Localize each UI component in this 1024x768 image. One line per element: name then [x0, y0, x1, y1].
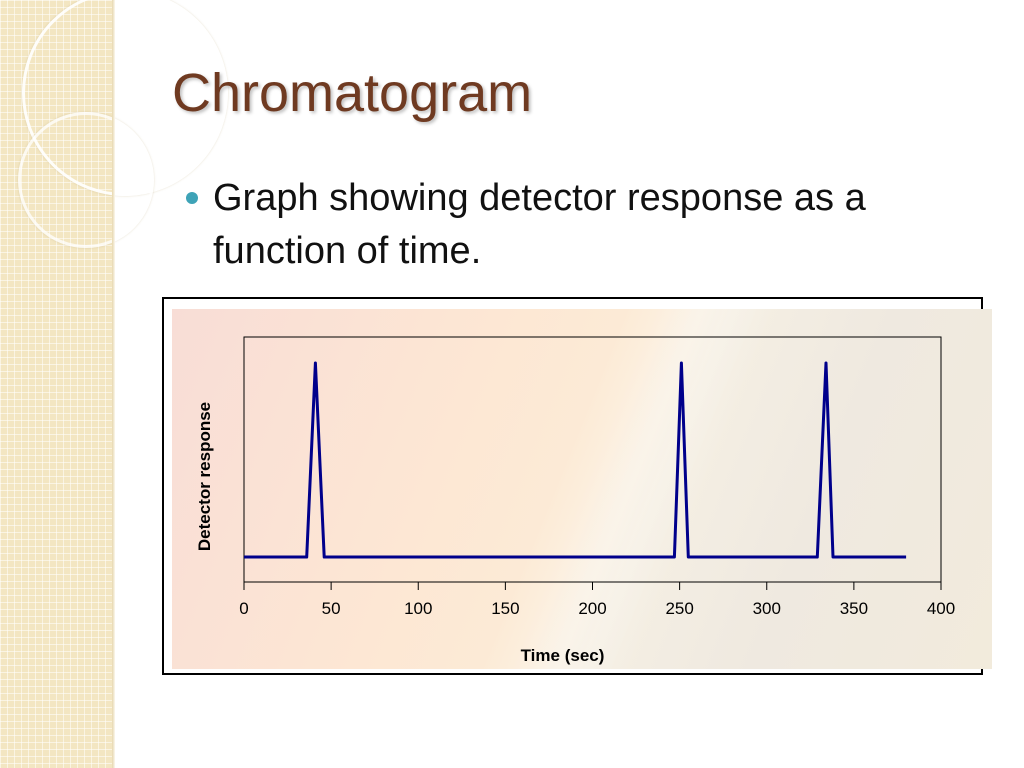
x-tick-label: 50: [322, 599, 341, 618]
x-tick-label: 250: [665, 599, 693, 618]
chart-frame: 0 50 100 150 200 250 300 350 400 Time (sec) Detect…: [162, 297, 992, 675]
x-tick-label: 150: [491, 599, 519, 618]
decorative-ring: [18, 112, 154, 248]
strip-edge: [112, 0, 115, 768]
x-tick-label: 350: [840, 599, 868, 618]
bullet-item: Graph showing detector response as a fun…: [186, 172, 976, 278]
series-line: [244, 361, 907, 559]
x-tick-label: 300: [753, 599, 781, 618]
bullet-text: Graph showing detector response as a fun…: [213, 177, 866, 272]
plot-area-box: [243, 336, 942, 583]
chart-background: [172, 309, 992, 669]
y-axis-title: Detector response: [195, 402, 214, 551]
x-tick-label: 0: [239, 599, 248, 618]
chromatogram-chart: 0 50 100 150 200 250 300 350 400 Time (sec) Detect…: [195, 336, 955, 665]
bullet-dot-icon: [186, 192, 198, 204]
x-tick-label: 100: [404, 599, 432, 618]
x-axis-title: Time (sec): [521, 646, 605, 665]
x-tick-label: 200: [578, 599, 606, 618]
x-tick-label: 400: [927, 599, 955, 618]
slide-title: Chromatogram: [172, 63, 533, 123]
bullet-list: Graph showing detector response as a fun…: [186, 172, 976, 278]
